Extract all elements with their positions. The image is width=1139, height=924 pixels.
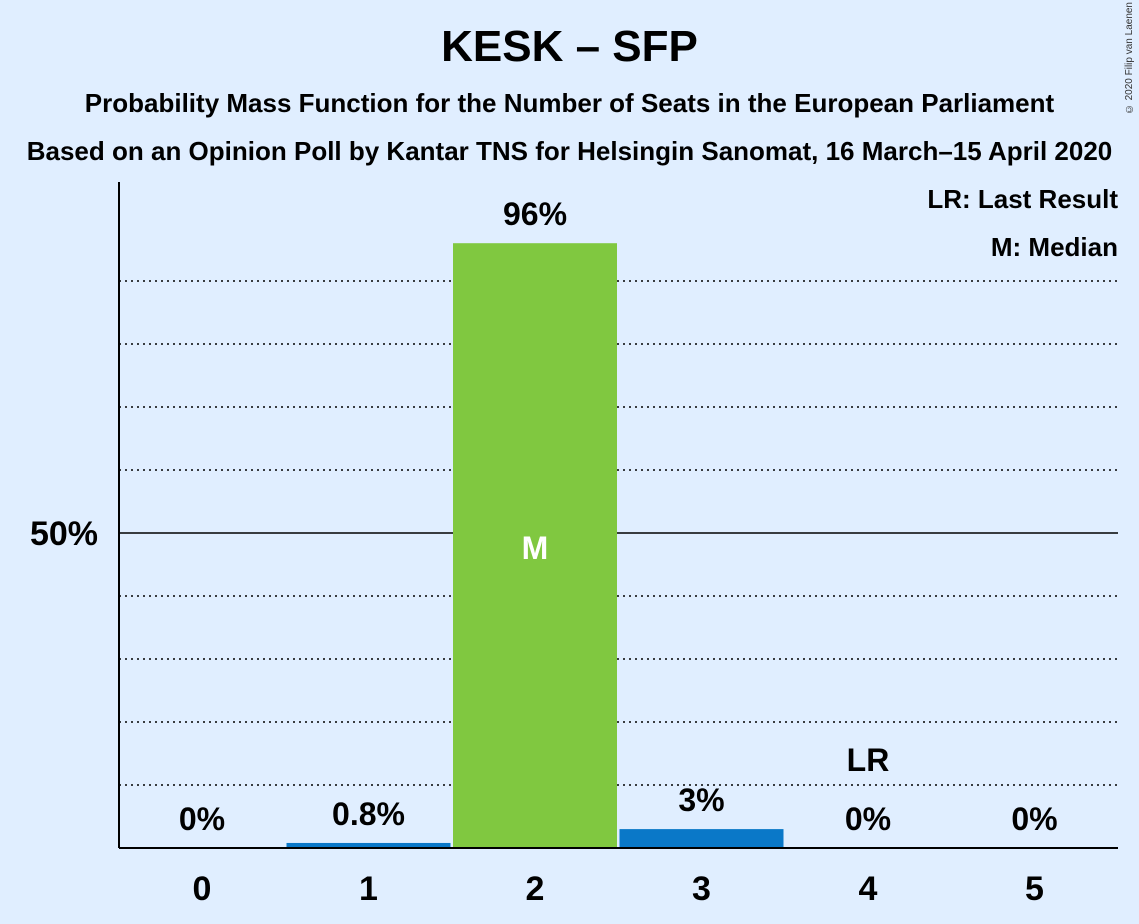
bar-1 xyxy=(286,842,451,848)
y-tick-label-50: 50% xyxy=(30,515,98,553)
value-label-2: 96% xyxy=(503,196,567,232)
x-tick-label-0: 0 xyxy=(193,870,212,908)
x-tick-label-2: 2 xyxy=(526,870,545,908)
legend-median: M: Median xyxy=(990,232,1118,262)
x-tick-label-5: 5 xyxy=(1025,870,1044,908)
bar-3 xyxy=(619,829,784,848)
legend-last-result: LR: Last Result xyxy=(927,184,1118,214)
x-tick-label-1: 1 xyxy=(359,870,378,908)
chart-title: KESK – SFP xyxy=(441,22,698,71)
chart-subtitle: Probability Mass Function for the Number… xyxy=(84,88,1055,118)
x-tick-label-4: 4 xyxy=(859,870,878,908)
bar-2 xyxy=(453,243,617,848)
last-result-marker: LR xyxy=(847,742,890,778)
value-label-0: 0% xyxy=(179,801,225,837)
value-label-3: 3% xyxy=(678,782,724,818)
value-label-4: 0% xyxy=(845,801,891,837)
value-label-1: 0.8% xyxy=(332,796,405,832)
value-label-5: 0% xyxy=(1011,801,1057,837)
median-marker: M xyxy=(522,530,549,566)
chart-source: Based on an Opinion Poll by Kantar TNS f… xyxy=(26,136,1113,166)
x-tick-label-3: 3 xyxy=(692,870,711,908)
